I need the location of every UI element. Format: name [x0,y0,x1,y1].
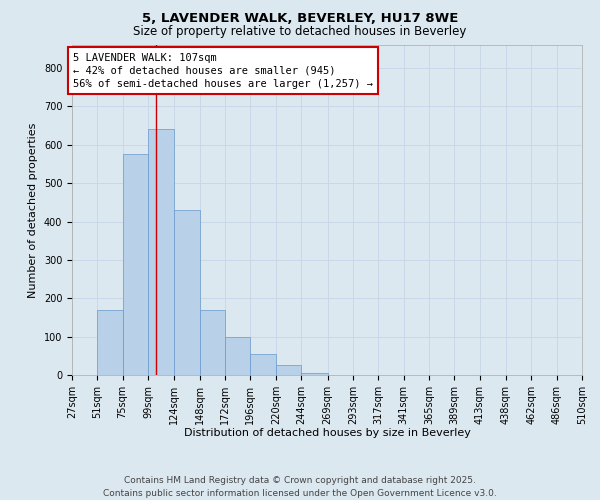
Bar [148,130,175,375]
Bar [250,354,276,375]
Y-axis label: Number of detached properties: Number of detached properties [28,122,38,298]
Bar [175,210,200,375]
Bar [200,310,225,375]
Text: 5 LAVENDER WALK: 107sqm
← 42% of detached houses are smaller (945)
56% of semi-d: 5 LAVENDER WALK: 107sqm ← 42% of detache… [73,52,373,89]
Bar [301,373,328,375]
Bar [276,366,301,375]
Text: Contains HM Land Registry data © Crown copyright and database right 2025.
Contai: Contains HM Land Registry data © Crown c… [103,476,497,498]
Bar [225,336,250,375]
Bar [97,310,122,375]
Text: Size of property relative to detached houses in Beverley: Size of property relative to detached ho… [133,25,467,38]
Text: 5, LAVENDER WALK, BEVERLEY, HU17 8WE: 5, LAVENDER WALK, BEVERLEY, HU17 8WE [142,12,458,26]
X-axis label: Distribution of detached houses by size in Beverley: Distribution of detached houses by size … [184,428,470,438]
Bar [122,154,148,375]
